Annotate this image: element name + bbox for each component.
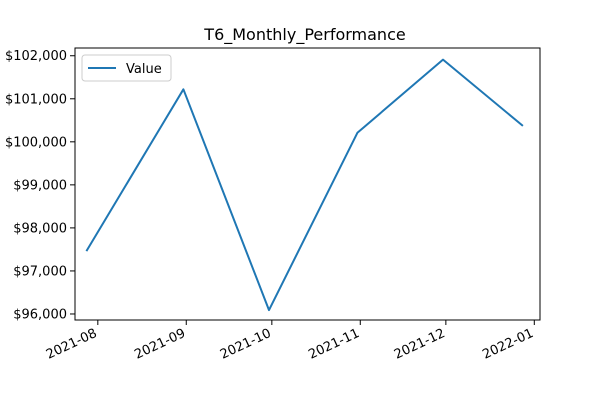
plot-frame bbox=[74, 47, 541, 321]
x-tick-label: 2021-12 bbox=[392, 326, 448, 363]
y-tick-label: $99,000 bbox=[13, 178, 67, 193]
y-tick-label: $96,000 bbox=[13, 307, 67, 322]
y-tick-label: $100,000 bbox=[5, 135, 67, 150]
legend: Value bbox=[81, 54, 172, 82]
series-line-value bbox=[85, 58, 524, 312]
legend-box bbox=[81, 54, 172, 82]
x-tick-label: 2021-09 bbox=[132, 326, 188, 363]
y-tick-label: $101,000 bbox=[5, 92, 67, 107]
legend-label-value: Value bbox=[126, 62, 162, 77]
plot-marks bbox=[85, 58, 524, 312]
y-tick-label: $97,000 bbox=[13, 264, 67, 279]
chart-title: T6_Monthly_Performance bbox=[203, 25, 405, 45]
x-tick-label: 2022-01 bbox=[480, 326, 536, 363]
x-tick-label: 2021-10 bbox=[218, 326, 274, 363]
x-tick-label: 2021-08 bbox=[44, 326, 100, 363]
y-axis: $96,000 $97,000 $98,000 $99,000 $100,000 $101… bbox=[5, 49, 75, 322]
y-tick-label: $98,000 bbox=[13, 221, 67, 236]
y-tick-label: $102,000 bbox=[5, 49, 67, 64]
x-tick-label: 2021-11 bbox=[306, 326, 362, 363]
x-axis: 2021-08 2021-09 2021-10 2021-11 2021-12 2022-… bbox=[44, 320, 536, 363]
